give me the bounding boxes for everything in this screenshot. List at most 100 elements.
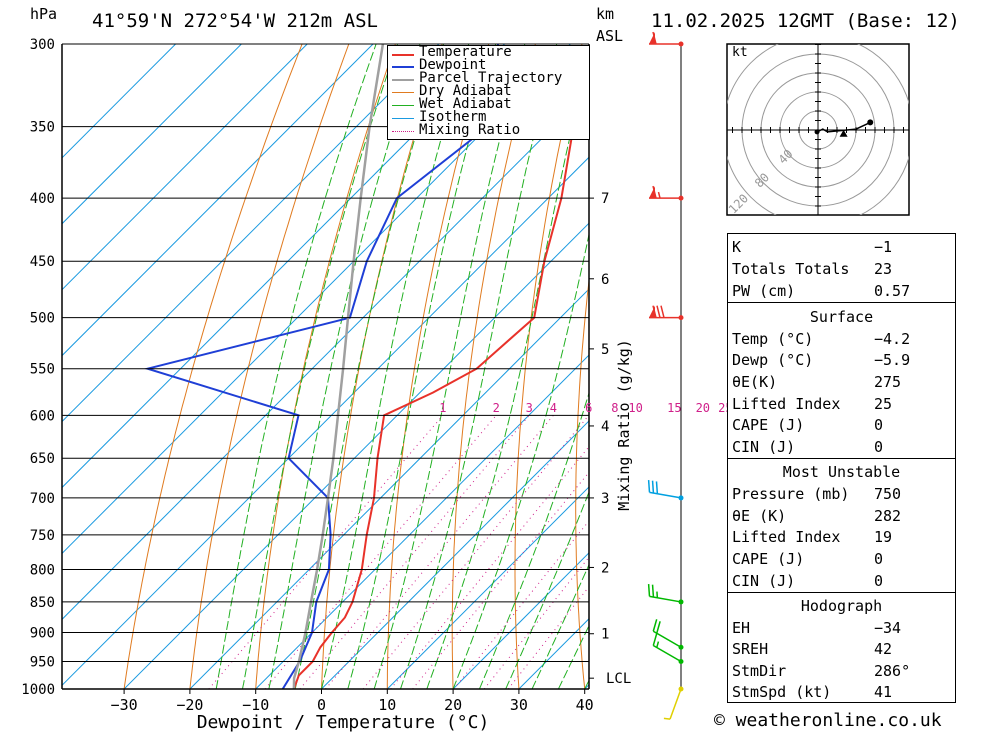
mixing-ratio-label: 6 [585,401,592,415]
isotherm-line [0,44,176,689]
km-tick-label: 6 [601,272,609,288]
mixing-ratio-label: 15 [667,401,681,415]
legend-mixing-ratio: Mixing Ratio [419,124,520,137]
stmspd-row: StmSpd (kt)41 [728,681,955,702]
wet-adiabat-line [295,44,443,689]
wind-barb [653,634,683,664]
asl-axis-label: ASL [596,27,623,45]
datetime-title: 11.02.2025 12GMT (Base: 12) [651,10,960,32]
copyright-footer[interactable]: © weatheronline.co.uk [714,710,942,731]
pressure-tick-label: 500 [30,311,55,327]
wet-adiabat-line [374,44,525,689]
mixing-ratio-line [363,415,589,689]
pressure-tick-label: 450 [30,254,55,270]
x-tick-label: 30 [510,696,528,714]
wind-barb-flag [661,306,664,318]
isotherm-line [0,44,373,689]
km-tick-label: 4 [601,419,609,435]
pw-row: PW (cm)0.57 [728,280,955,301]
wind-barb-staff [670,689,681,719]
dry-adiabat-line [452,44,535,689]
mu-pressure-row: Pressure (mb)750 [728,483,955,504]
wind-barb [649,186,684,201]
wet-adiabat-line [427,44,592,689]
wind-barb [664,687,684,720]
surface-dewp-row: Dewp (°C)−5.9 [728,349,955,370]
dry-adiabat-line [692,44,722,689]
wind-barb [649,32,684,47]
surface-cin-row: CIN (J)0 [728,436,955,457]
wind-barb-half-flag [659,192,661,198]
x-tick-label: 40 [576,696,594,714]
dry-adiabat-line [953,44,1000,689]
mixing-ratio-label: 20 [696,401,710,415]
surface-cape-row: CAPE (J)0 [728,414,955,435]
location-title: 41°59'N 272°54'W 212m ASL [92,10,378,32]
surface-heading: Surface [728,306,955,327]
wind-barb [649,480,684,500]
hodograph-start-point [815,129,820,134]
wet-adiabat-line [506,44,720,689]
isotherm-line [0,44,505,689]
pressure-tick-label: 700 [30,491,55,507]
mu-cape-row: CAPE (J)0 [728,548,955,569]
pressure-tick-label: 300 [30,37,55,53]
pressure-tick-label: 600 [30,408,55,424]
wind-barb-flag [653,585,654,597]
pressure-tick-label: 400 [30,191,55,207]
surface-theta-e-row: θE(K)275 [728,371,955,392]
mu-cin-row: CIN (J)0 [728,570,955,591]
km-tick-label: 1 [601,627,609,643]
dry-adiabat-line [635,44,676,689]
mixing-ratio-line [265,415,496,689]
pressure-tick-label: 850 [30,595,55,611]
mixing-ratio-label: 3 [526,401,533,415]
mu-theta-e-row: θE (K)282 [728,505,955,526]
mixing-ratio-label: 1 [439,401,446,415]
wind-barb-staff [649,596,681,602]
isotherm-line [0,44,439,689]
wind-barb [649,584,684,604]
wind-barb-flag [653,619,656,631]
wind-barb-flag [653,634,656,646]
eh-row: EH−34 [728,617,955,638]
isotherm-line [124,44,768,689]
x-tick-label: −30 [111,696,138,714]
pressure-tick-label: 350 [30,120,55,136]
legend: Temperature Dewpoint Parcel Trajectory D… [387,45,590,140]
hodograph-heading: Hodograph [728,595,955,616]
temperature-line [294,44,603,689]
km-axis-label: km [596,5,614,23]
pressure-tick-label: 900 [30,626,55,642]
mixing-ratio-label: 2 [493,401,500,415]
wind-barb-flag [657,621,660,633]
k-index-row: K−1 [728,236,955,257]
pressure-tick-label: 1000 [21,682,55,698]
wind-barb-half-flag [664,718,670,719]
km-tick-label: 5 [601,342,609,358]
totals-totals-value: 23 [874,260,892,278]
most-unstable-heading: Most Unstable [728,461,955,482]
km-tick-label: 2 [601,560,609,576]
pressure-tick-label: 550 [30,362,55,378]
k-index-value: −1 [874,238,892,256]
mixing-ratio-line [209,415,443,689]
pressure-tick-label: 750 [30,528,55,544]
isotherm-line [0,44,570,689]
mixing-ratio-label: 4 [550,401,557,415]
hodograph-unit: kt [732,45,748,60]
mixing-ratio-line [326,415,554,689]
wind-barb [649,306,684,321]
km-tick-label: 7 [601,191,609,207]
wind-barb-flag [656,481,657,493]
wind-barb-flag [649,480,650,492]
pressure-tick-label: 650 [30,451,55,467]
wind-barb-half-flag [657,642,659,648]
parcel-trajectory-line [294,44,383,689]
hodograph-end-point [867,119,873,125]
